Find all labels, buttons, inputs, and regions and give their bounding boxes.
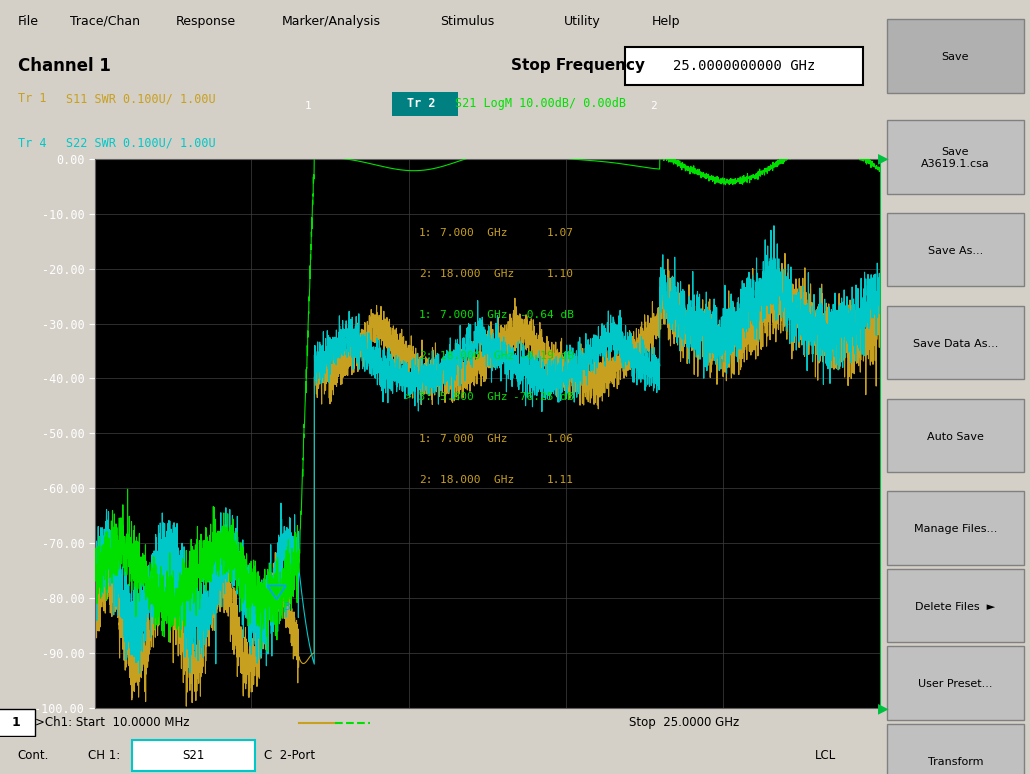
Text: 3: 3 — [283, 602, 289, 612]
Text: LCL: LCL — [816, 749, 836, 762]
Text: 2:: 2: — [419, 351, 433, 361]
Text: >Ch1: Start  10.0000 MHz: >Ch1: Start 10.0000 MHz — [35, 716, 190, 729]
Text: S22 SWR 0.100U/ 1.00U: S22 SWR 0.100U/ 1.00U — [66, 137, 215, 149]
Text: 25.0000000000 GHz: 25.0000000000 GHz — [673, 59, 816, 73]
Text: User Preset...: User Preset... — [918, 680, 993, 689]
FancyBboxPatch shape — [887, 491, 1024, 565]
Text: 1:: 1: — [419, 433, 433, 444]
Text: Save Data As...: Save Data As... — [913, 339, 998, 348]
Text: Stop Frequency: Stop Frequency — [511, 58, 645, 74]
Text: Tr 2: Tr 2 — [407, 98, 436, 110]
Text: Auto Save: Auto Save — [927, 432, 984, 441]
Text: 18.000  GHz: 18.000 GHz — [440, 269, 514, 279]
Text: Transform: Transform — [928, 757, 983, 766]
Text: 1.07: 1.07 — [547, 228, 574, 238]
Text: CH 1:: CH 1: — [88, 749, 121, 762]
FancyBboxPatch shape — [625, 46, 863, 85]
Text: Trace/Chan: Trace/Chan — [70, 15, 140, 28]
Text: Tr 4: Tr 4 — [18, 137, 46, 149]
Text: 18.000  GHz: 18.000 GHz — [440, 475, 514, 485]
FancyBboxPatch shape — [887, 724, 1024, 774]
Text: File: File — [18, 15, 38, 28]
Text: 2:: 2: — [419, 475, 433, 485]
Text: 1:: 1: — [419, 310, 433, 320]
Text: 1.11: 1.11 — [547, 475, 574, 485]
Text: Save
A3619.1.csa: Save A3619.1.csa — [921, 147, 990, 169]
Text: Save: Save — [941, 53, 969, 62]
FancyBboxPatch shape — [887, 399, 1024, 472]
Text: ▶: ▶ — [878, 701, 888, 715]
Text: -76.25 dB: -76.25 dB — [513, 392, 574, 402]
Text: Stop  25.0000 GHz: Stop 25.0000 GHz — [629, 716, 740, 729]
Text: Marker/Analysis: Marker/Analysis — [282, 15, 381, 28]
Text: > 3:: > 3: — [405, 392, 433, 402]
FancyBboxPatch shape — [391, 92, 458, 117]
Text: C  2-Port: C 2-Port — [264, 749, 315, 762]
Text: 7.000  GHz: 7.000 GHz — [440, 433, 508, 444]
Text: S21: S21 — [182, 749, 205, 762]
Text: Tr 1: Tr 1 — [18, 92, 46, 105]
Text: 1: 1 — [11, 716, 21, 729]
Text: 2: 2 — [650, 101, 657, 111]
Text: Stimulus: Stimulus — [441, 15, 494, 28]
Text: 2:: 2: — [419, 269, 433, 279]
FancyBboxPatch shape — [887, 19, 1024, 93]
Text: Manage Files...: Manage Files... — [914, 525, 997, 534]
FancyBboxPatch shape — [887, 306, 1024, 379]
Text: S11 SWR 0.100U/ 1.00U: S11 SWR 0.100U/ 1.00U — [66, 92, 215, 105]
FancyBboxPatch shape — [887, 569, 1024, 642]
Text: ▶: ▶ — [878, 152, 888, 166]
Text: 1.10: 1.10 — [547, 269, 574, 279]
Text: Delete Files  ►: Delete Files ► — [916, 602, 995, 611]
FancyBboxPatch shape — [887, 120, 1024, 194]
Text: 7.000  GHz: 7.000 GHz — [440, 310, 508, 320]
Text: Save As...: Save As... — [928, 246, 983, 255]
Text: 1: 1 — [305, 101, 312, 111]
Text: S21 LogM 10.00dB/ 0.00dB: S21 LogM 10.00dB/ 0.00dB — [455, 98, 626, 110]
Text: -0.64 dB: -0.64 dB — [519, 310, 574, 320]
Text: 1.06: 1.06 — [547, 433, 574, 444]
Text: 18.000  GHz: 18.000 GHz — [440, 351, 514, 361]
Text: Utility: Utility — [563, 15, 600, 28]
FancyBboxPatch shape — [0, 709, 35, 736]
Text: 1:: 1: — [419, 228, 433, 238]
Text: Cont.: Cont. — [18, 749, 49, 762]
Text: Help: Help — [652, 15, 680, 28]
Text: -0.19 dB: -0.19 dB — [519, 351, 574, 361]
FancyBboxPatch shape — [887, 646, 1024, 720]
FancyBboxPatch shape — [132, 740, 255, 771]
Text: 5.800  GHz: 5.800 GHz — [440, 392, 508, 402]
Text: 7.000  GHz: 7.000 GHz — [440, 228, 508, 238]
FancyBboxPatch shape — [887, 213, 1024, 286]
Text: Channel 1: Channel 1 — [18, 57, 110, 75]
Text: Response: Response — [176, 15, 236, 28]
